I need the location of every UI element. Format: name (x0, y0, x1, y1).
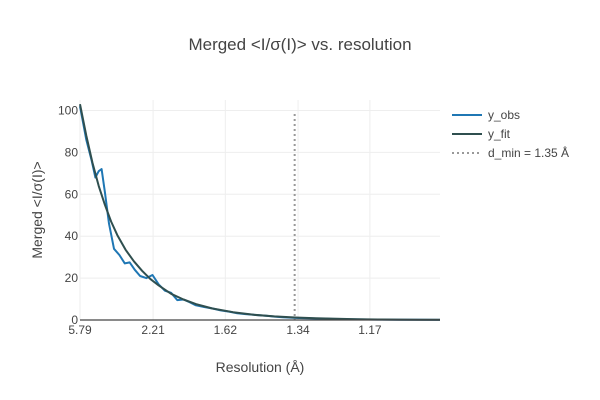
y-tick-label: 0 (71, 313, 78, 327)
legend-item[interactable]: d_min = 1.35 Å (452, 145, 569, 160)
legend-label: y_obs (488, 108, 520, 122)
x-tick-label: 5.79 (68, 323, 92, 337)
grid (79, 100, 440, 320)
legend-label: d_min = 1.35 Å (488, 145, 569, 160)
legend[interactable]: y_obs y_fit d_min = 1.35 Å (452, 108, 569, 160)
y-tick-label: 100 (58, 103, 78, 117)
y-tick-label: 40 (65, 229, 79, 243)
series-line-y-obs (79, 106, 441, 321)
x-tick-label: 1.62 (214, 323, 238, 337)
x-axis-title: Resolution (Å) (216, 359, 305, 375)
chart-title: Merged <I/σ(I)> vs. resolution (188, 35, 411, 54)
y-axis-title: Merged <I/σ(I)> (29, 161, 45, 258)
x-tick-label: 1.34 (286, 323, 310, 337)
x-tick-label: 2.21 (141, 323, 165, 337)
series-line-y-fit (79, 104, 441, 321)
legend-item[interactable]: y_obs (452, 108, 520, 122)
x-tick-label: 1.17 (358, 323, 382, 337)
legend-label: y_fit (488, 127, 511, 141)
plot-area (79, 104, 441, 321)
y-tick-label: 60 (65, 187, 79, 201)
axes: 0 20 40 60 80 100 5.79 2.21 1.62 1.34 1.17 (58, 103, 440, 337)
y-tick-label: 80 (65, 145, 79, 159)
legend-item[interactable]: y_fit (452, 127, 511, 141)
y-tick-label: 20 (65, 271, 79, 285)
